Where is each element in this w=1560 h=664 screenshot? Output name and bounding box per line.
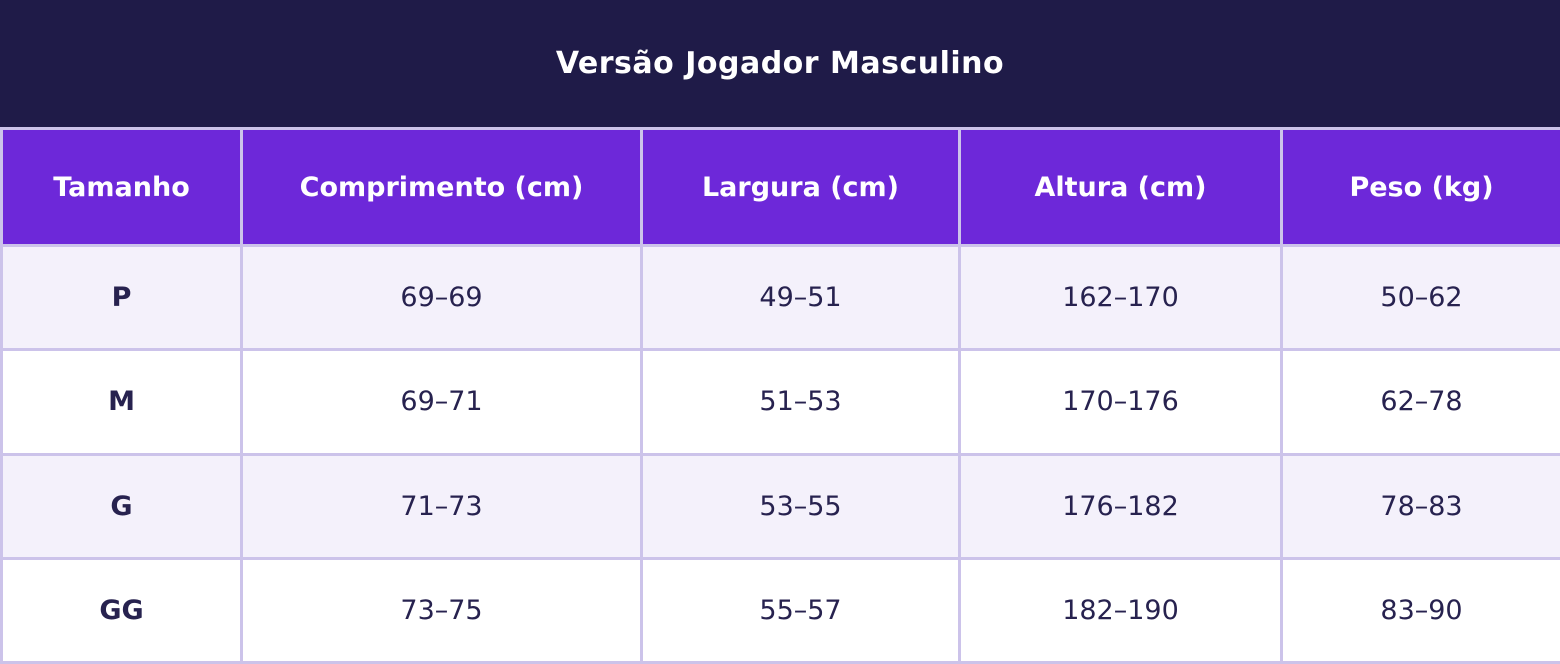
header-row: Tamanho Comprimento (cm) Largura (cm) Altur… [0, 127, 1560, 247]
value-cell: 176–182 [958, 452, 1283, 560]
table-row: GG 73–75 55–57 182–190 83–90 [0, 556, 1560, 664]
value-cell: 53–55 [640, 452, 961, 560]
column-header: Largura (cm) [640, 127, 961, 247]
size-label: P [0, 243, 243, 352]
table-row: G 71–73 53–55 176–182 78–83 [0, 452, 1560, 560]
value-cell: 69–71 [240, 348, 643, 456]
value-cell: 49–51 [640, 243, 961, 352]
value-cell: 73–75 [240, 556, 643, 664]
value-cell: 83–90 [1280, 556, 1560, 664]
column-header: Tamanho [0, 127, 243, 247]
chart-title: Versão Jogador Masculino [0, 0, 1560, 127]
value-cell: 162–170 [958, 243, 1283, 352]
size-label: GG [0, 556, 243, 664]
column-header: Peso (kg) [1280, 127, 1560, 247]
value-cell: 51–53 [640, 348, 961, 456]
size-table: Tamanho Comprimento (cm) Largura (cm) Altur… [0, 127, 1560, 664]
value-cell: 182–190 [958, 556, 1283, 664]
size-label: G [0, 452, 243, 560]
size-label: M [0, 348, 243, 456]
value-cell: 78–83 [1280, 452, 1560, 560]
table-row: P 69–69 49–51 162–170 50–62 [0, 243, 1560, 352]
value-cell: 71–73 [240, 452, 643, 560]
column-header: Comprimento (cm) [240, 127, 643, 247]
value-cell: 50–62 [1280, 243, 1560, 352]
column-header: Altura (cm) [958, 127, 1283, 247]
table-body: P 69–69 49–51 162–170 50–62 M 69–71 51–53 170–17… [0, 243, 1560, 664]
table-row: M 69–71 51–53 170–176 62–78 [0, 348, 1560, 456]
value-cell: 69–69 [240, 243, 643, 352]
value-cell: 62–78 [1280, 348, 1560, 456]
value-cell: 55–57 [640, 556, 961, 664]
value-cell: 170–176 [958, 348, 1283, 456]
